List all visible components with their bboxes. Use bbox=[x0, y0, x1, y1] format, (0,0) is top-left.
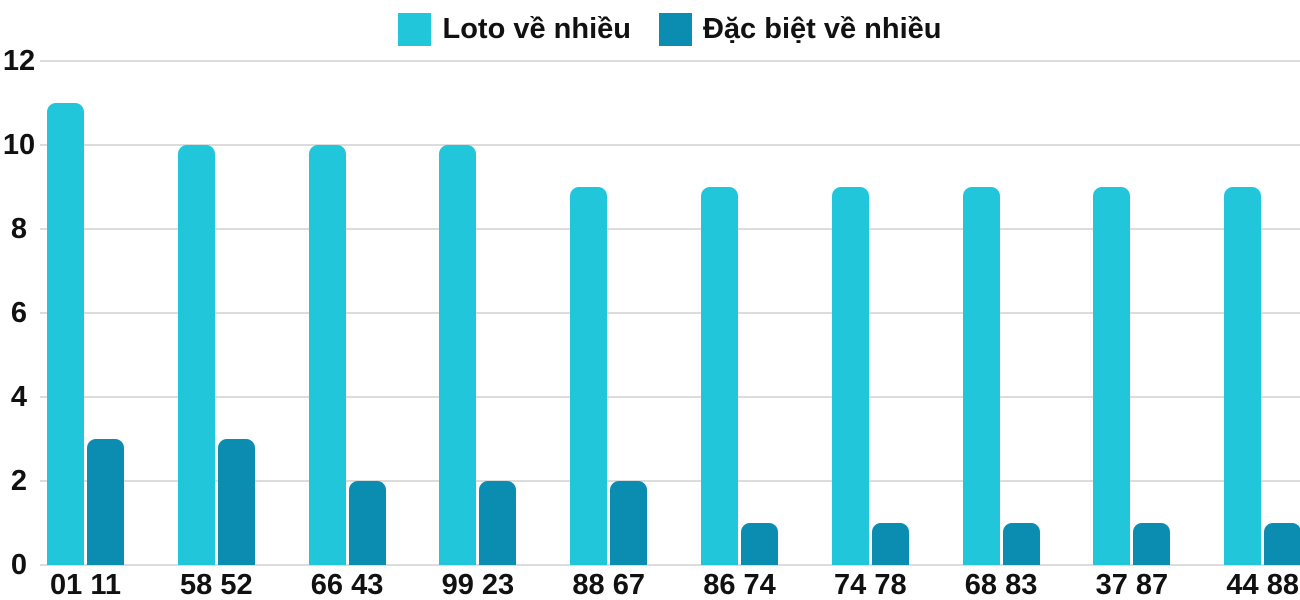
y-axis-tick-label: 10 bbox=[2, 129, 36, 161]
x-axis-tick-label: 86 74 bbox=[703, 569, 776, 600]
bar-dac-biet bbox=[87, 439, 124, 565]
bar-loto bbox=[47, 103, 84, 565]
y-axis-tick-label: 6 bbox=[10, 297, 28, 329]
bar-loto bbox=[1093, 187, 1131, 565]
gridline bbox=[40, 564, 1300, 566]
x-axis-tick-label: 37 87 bbox=[1095, 569, 1169, 600]
bar-dac-biet bbox=[348, 481, 386, 565]
legend-item-loto: Loto về nhiều bbox=[398, 12, 631, 46]
gridline bbox=[40, 396, 1300, 398]
bar-dac-biet bbox=[610, 481, 648, 565]
bar-dac-biet bbox=[1002, 523, 1040, 565]
bar-loto bbox=[831, 187, 869, 565]
legend-label-dac-biet: Đặc biệt về nhiều bbox=[702, 12, 942, 45]
x-axis-tick-label: 74 78 bbox=[834, 569, 907, 600]
x-axis-tick-label: 44 88 bbox=[1226, 569, 1299, 600]
legend-item-dac-biet: Đặc biệt về nhiều bbox=[658, 12, 942, 46]
bar-dac-biet bbox=[217, 439, 255, 565]
bar-loto bbox=[308, 145, 346, 565]
x-axis-tick-label: 88 67 bbox=[572, 569, 645, 600]
bar-dac-biet bbox=[741, 523, 778, 565]
legend-label-loto: Loto về nhiều bbox=[442, 12, 631, 45]
bar-loto bbox=[570, 187, 608, 565]
gridline bbox=[40, 228, 1300, 230]
x-axis-tick-label: 58 52 bbox=[180, 569, 253, 600]
bar-dac-biet bbox=[871, 523, 909, 565]
bar-dac-biet bbox=[1264, 523, 1300, 565]
bar-dac-biet bbox=[479, 481, 517, 565]
gridline bbox=[40, 480, 1300, 482]
bar-dac-biet bbox=[1133, 523, 1171, 565]
bar-loto bbox=[1224, 187, 1262, 565]
y-axis-tick-label: 0 bbox=[10, 549, 28, 581]
gridline bbox=[40, 60, 1300, 62]
legend-swatch-dac-biet-icon bbox=[658, 12, 692, 46]
gridline bbox=[40, 312, 1300, 314]
legend-swatch-loto-icon bbox=[398, 12, 432, 46]
x-axis-tick-label: 01 11 bbox=[50, 569, 121, 600]
bar-loto bbox=[439, 145, 477, 565]
bar-loto bbox=[962, 187, 1000, 565]
x-axis-tick-label: 66 43 bbox=[310, 569, 384, 600]
y-axis-tick-label: 2 bbox=[10, 465, 28, 497]
bar-loto bbox=[701, 187, 738, 565]
x-axis-tick-label: 68 83 bbox=[964, 569, 1038, 600]
y-axis-tick-label: 8 bbox=[10, 213, 28, 245]
bar-loto bbox=[177, 145, 215, 565]
y-axis-tick-label: 12 bbox=[2, 45, 36, 77]
y-axis-tick-label: 4 bbox=[10, 381, 28, 413]
x-axis-tick-label: 99 23 bbox=[441, 569, 515, 600]
gridline bbox=[40, 144, 1300, 146]
legend: Loto về nhiều Đặc biệt về nhiều bbox=[40, 10, 1300, 48]
